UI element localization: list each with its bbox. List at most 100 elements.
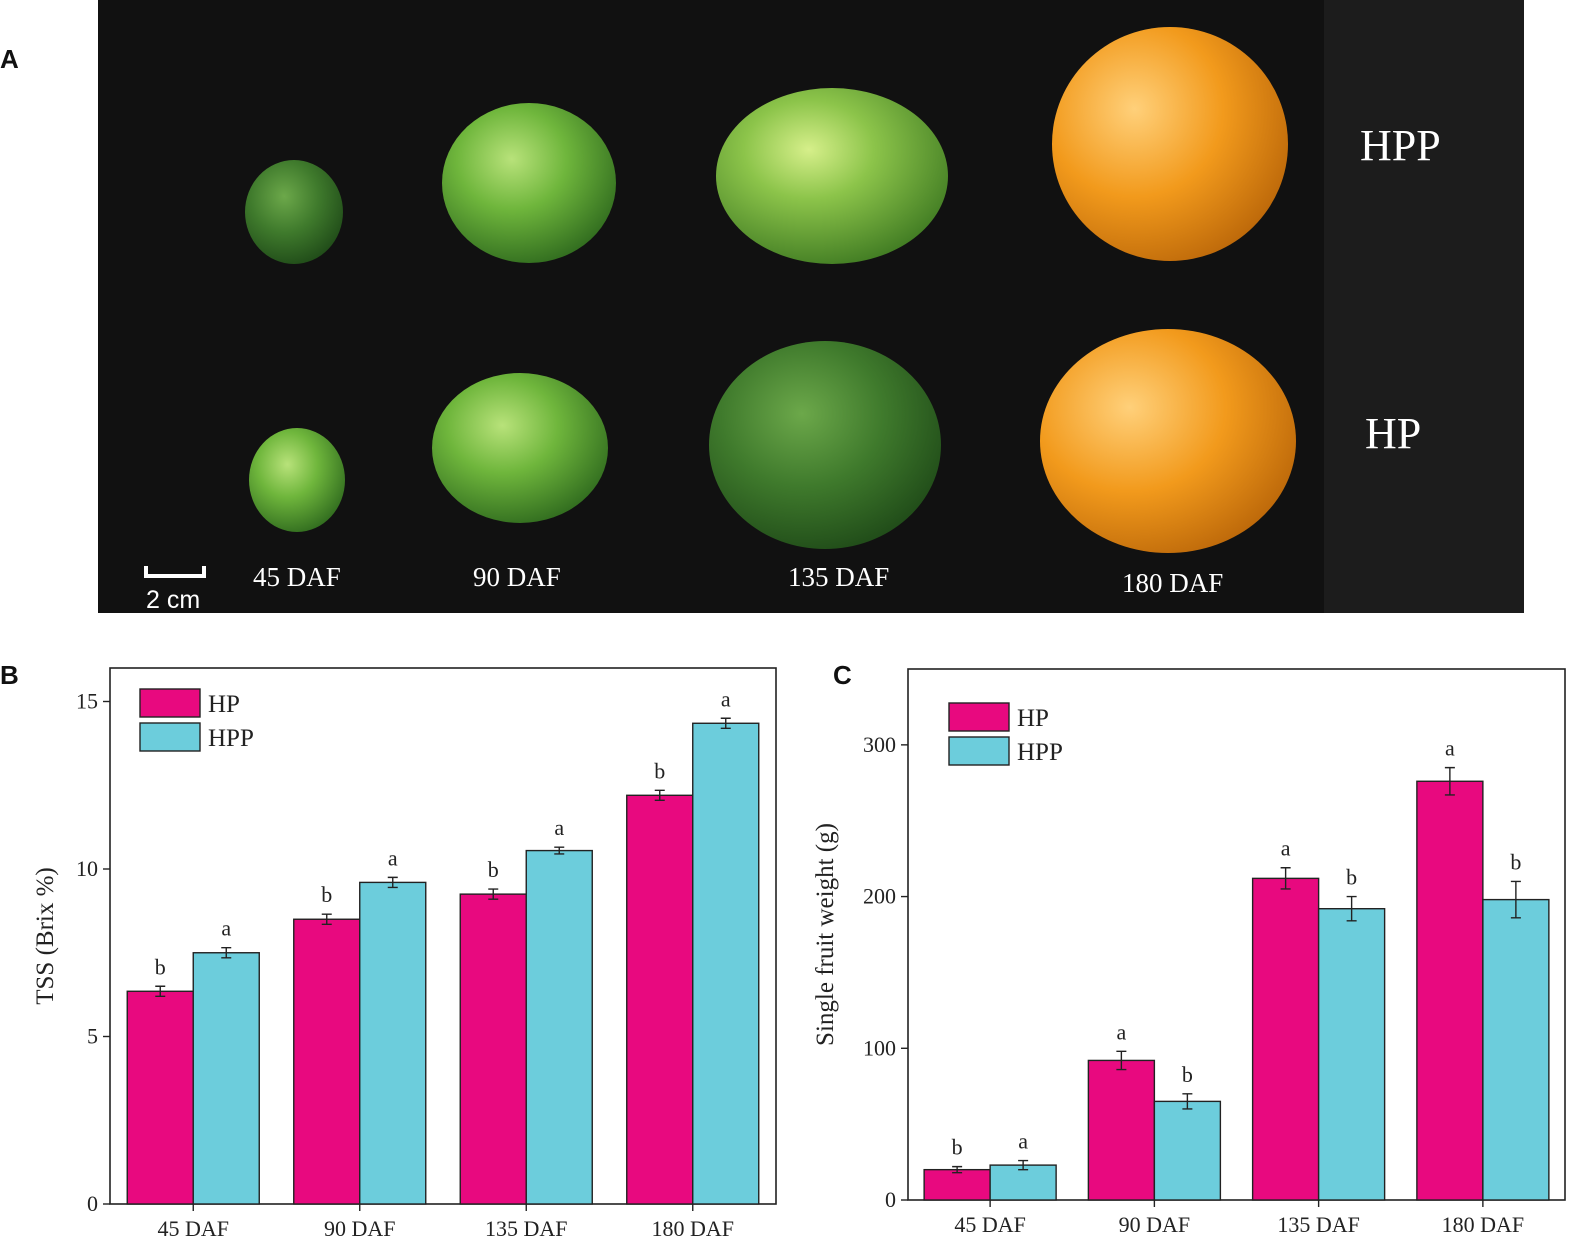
photo-right-strip bbox=[1324, 0, 1524, 613]
tss-bar-hp bbox=[459, 893, 527, 1205]
fruit-hpp-45 bbox=[245, 160, 343, 264]
weight-significance-letter: a bbox=[1281, 836, 1291, 861]
tss-error-bar bbox=[654, 789, 665, 802]
weight-legend-label: HP bbox=[1017, 705, 1049, 732]
stage-label-90: 90 DAF bbox=[473, 562, 561, 592]
tss-bar-hpp bbox=[525, 849, 593, 1205]
tss-ylabel: TSS (Brix %) bbox=[32, 867, 59, 1005]
weight-legend-swatch bbox=[948, 736, 1010, 766]
stage-label-180: 180 DAF bbox=[1122, 568, 1224, 598]
panel-label-c: C bbox=[833, 660, 852, 690]
weight-ytick-label: 100 bbox=[863, 1035, 896, 1060]
weight-xtick-label: 180 DAF bbox=[1442, 1212, 1525, 1237]
fruit-hpp-180 bbox=[1052, 27, 1288, 261]
tss-bar-hpp bbox=[192, 952, 260, 1205]
chart-tss: 0 5 10 15 TSS (Brix %) 45 DAF b a 90 DAF b a 135 DA… bbox=[32, 667, 777, 1241]
weight-significance-letter: b bbox=[952, 1135, 963, 1160]
fruit-hpp-90 bbox=[442, 103, 616, 263]
weight-bar-hpp bbox=[989, 1164, 1057, 1201]
tss-legend-swatch bbox=[139, 722, 201, 752]
fruit-illustration bbox=[144, 27, 1296, 578]
tss-bar-hpp bbox=[692, 722, 760, 1205]
weight-error-bar bbox=[952, 1165, 963, 1174]
weight-error-bar bbox=[1182, 1093, 1193, 1110]
weight-bar-hpp bbox=[1153, 1100, 1222, 1201]
tss-significance-letter: b bbox=[488, 857, 499, 882]
weight-bar-hp bbox=[923, 1168, 991, 1201]
weight-bar-hp bbox=[1416, 780, 1484, 1201]
tss-significance-letter: a bbox=[554, 815, 564, 840]
tss-xtick-label: 45 DAF bbox=[157, 1216, 229, 1241]
tss-legend-swatch bbox=[139, 688, 201, 718]
panel-label-a: A bbox=[0, 44, 19, 74]
scale-bar bbox=[144, 566, 206, 578]
weight-significance-letter: a bbox=[1018, 1129, 1028, 1154]
tss-significance-letter: a bbox=[221, 916, 231, 941]
weight-legend-swatch bbox=[948, 702, 1010, 732]
panel-label-b: B bbox=[0, 660, 19, 690]
tss-xtick-label: 180 DAF bbox=[651, 1216, 734, 1241]
stage-label-45: 45 DAF bbox=[253, 562, 341, 592]
tss-bar-hp bbox=[626, 794, 694, 1205]
tss-ytick-label: 5 bbox=[87, 1024, 98, 1049]
weight-error-bar bbox=[1510, 880, 1521, 919]
weight-error-bar bbox=[1280, 867, 1291, 890]
tss-significance-letter: a bbox=[721, 686, 731, 711]
weight-bar-hpp bbox=[1482, 898, 1550, 1201]
tss-xtick-label: 135 DAF bbox=[485, 1216, 568, 1241]
row-label-hp: HP bbox=[1365, 409, 1422, 458]
tss-error-bar bbox=[488, 888, 499, 900]
weight-ylabel: Single fruit weight (g) bbox=[813, 823, 839, 1046]
tss-ytick-label: 0 bbox=[87, 1191, 98, 1216]
tss-significance-letter: b bbox=[155, 954, 166, 979]
tss-significance-letter: b bbox=[321, 882, 332, 907]
weight-error-bar bbox=[1116, 1050, 1127, 1071]
weight-significance-letter: a bbox=[1116, 1019, 1126, 1044]
weight-error-bar bbox=[1444, 766, 1455, 796]
fruit-photo: HPP HP 45 DAF 90 DAF 135 DAF 180 DAF 2 c… bbox=[98, 0, 1524, 614]
weight-legend-label: HPP bbox=[1017, 739, 1063, 766]
weight-error-bar bbox=[1018, 1159, 1029, 1171]
fruit-hp-45 bbox=[249, 428, 345, 532]
weight-ytick-label: 300 bbox=[863, 732, 896, 757]
weight-plot-frame bbox=[907, 668, 1566, 1201]
weight-bar-hp bbox=[1251, 877, 1320, 1201]
tss-legend-label: HPP bbox=[208, 725, 254, 752]
tss-bar-hpp bbox=[359, 881, 427, 1205]
tss-error-bar bbox=[221, 947, 232, 959]
tss-plot-frame bbox=[109, 667, 777, 1205]
fruit-hpp-135 bbox=[716, 88, 948, 264]
tss-significance-letter: b bbox=[654, 758, 665, 783]
tss-ytick-label: 10 bbox=[76, 856, 98, 881]
stage-label-135: 135 DAF bbox=[788, 562, 890, 592]
weight-error-bar bbox=[1346, 895, 1357, 922]
weight-ytick-label: 0 bbox=[885, 1187, 896, 1212]
fruit-hp-180 bbox=[1040, 329, 1296, 553]
tss-error-bar bbox=[155, 985, 166, 997]
row-label-hpp: HPP bbox=[1360, 121, 1441, 170]
weight-xtick-label: 135 DAF bbox=[1277, 1212, 1360, 1237]
tss-error-bar bbox=[554, 846, 565, 855]
tss-xtick-label: 90 DAF bbox=[324, 1216, 396, 1241]
weight-significance-letter: a bbox=[1445, 736, 1455, 761]
weight-ytick-label: 200 bbox=[863, 884, 896, 909]
weight-xtick-label: 90 DAF bbox=[1119, 1212, 1191, 1237]
fruit-hp-135 bbox=[709, 341, 941, 549]
tss-significance-letter: a bbox=[388, 845, 398, 870]
tss-ytick-label: 15 bbox=[76, 689, 98, 714]
weight-bar-hpp bbox=[1317, 908, 1386, 1201]
weight-significance-letter: b bbox=[1182, 1062, 1193, 1087]
tss-error-bar bbox=[321, 913, 332, 925]
weight-significance-letter: b bbox=[1510, 849, 1521, 874]
tss-bar-hp bbox=[293, 918, 361, 1205]
scale-bar-label: 2 cm bbox=[146, 586, 201, 614]
weight-significance-letter: b bbox=[1346, 865, 1357, 890]
weight-xtick-label: 45 DAF bbox=[954, 1212, 1026, 1237]
weight-bar-hp bbox=[1087, 1059, 1156, 1201]
chart-fruit-weight: 0 100 200 300 Single fruit weight (g) 45 DAF b… bbox=[813, 668, 1566, 1237]
tss-error-bar bbox=[720, 717, 731, 729]
fruit-hp-90 bbox=[432, 373, 608, 523]
tss-error-bar bbox=[387, 876, 398, 889]
tss-legend-label: HP bbox=[208, 691, 240, 718]
tss-bar-hp bbox=[126, 990, 194, 1205]
